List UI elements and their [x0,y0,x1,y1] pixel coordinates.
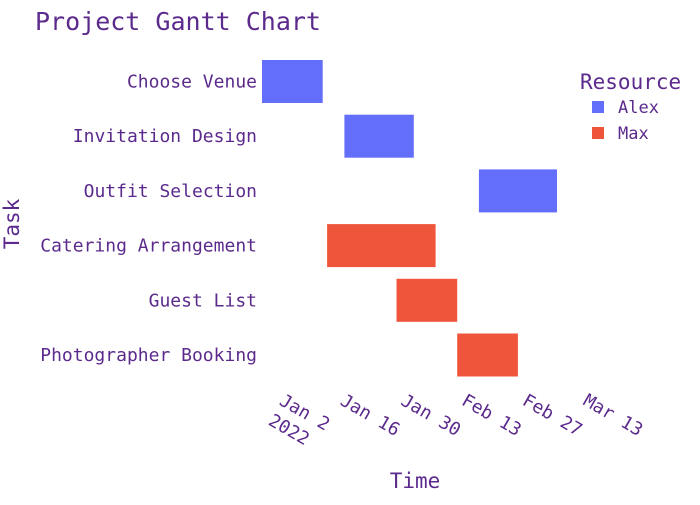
legend-title: Resource [580,70,681,94]
gantt-bar-alex[interactable] [344,114,414,158]
y-axis-title: Task [0,198,24,249]
x-tick-label: Jan 16 [337,390,404,441]
gantt-bar-max[interactable] [396,278,458,322]
x-tick-label: Feb 13 [458,390,525,441]
legend-swatch-alex[interactable] [592,101,604,113]
gantt-bar-alex[interactable] [478,169,557,213]
chart-title: Project Gantt Chart [35,7,321,36]
task-label: Photographer Booking [40,345,257,366]
task-label: Catering Arrangement [40,236,257,257]
gantt-bars [262,60,557,377]
x-tick-label: Mar 13 [580,390,647,441]
task-label: Outfit Selection [84,181,257,202]
task-label: Guest List [149,290,257,311]
x-tick-label: Jan 30 [397,390,464,441]
gantt-bar-max[interactable] [327,224,436,268]
legend-label-alex[interactable]: Alex [618,98,659,118]
gantt-bar-max[interactable] [457,333,518,377]
x-axis-title: Time [390,469,441,493]
task-labels: Choose Venue Invitation Design Outfit Sele… [40,72,257,367]
x-tick-label: Feb 27 [519,390,586,441]
task-label: Invitation Design [73,126,257,147]
gantt-bar-alex[interactable] [262,60,323,103]
legend-label-max[interactable]: Max [618,124,649,144]
task-label: Choose Venue [127,72,257,93]
legend-items: Alex Max [592,98,659,144]
legend: Resource Alex Max [580,70,681,144]
legend-swatch-max[interactable] [592,127,604,139]
